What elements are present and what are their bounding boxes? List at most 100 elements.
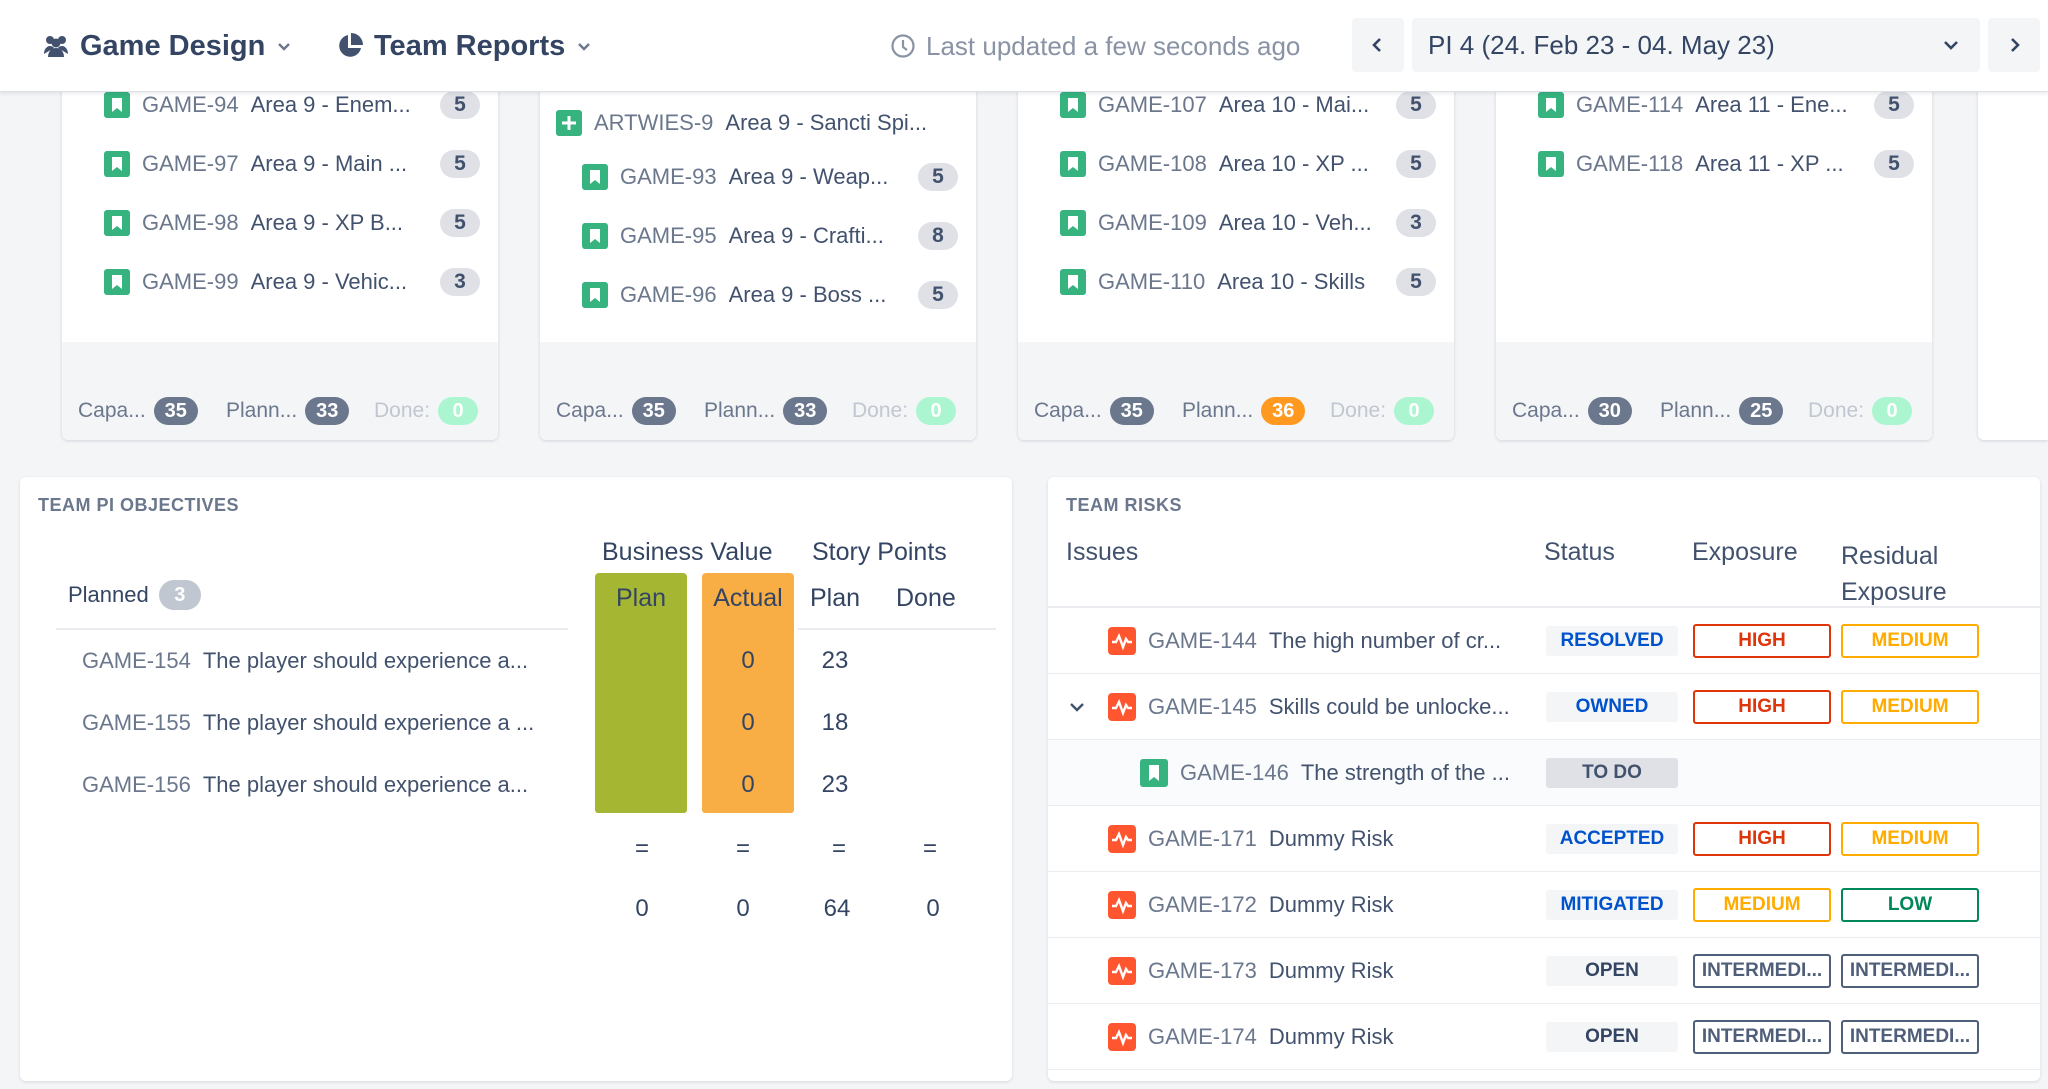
- exposure-lozenge: HIGH: [1693, 822, 1831, 856]
- story-points-badge: 5: [440, 91, 480, 119]
- capacity-label: Capa...: [1034, 399, 1102, 422]
- status-lozenge: TO DO: [1546, 758, 1678, 788]
- bv-actual-header: Actual: [713, 584, 783, 612]
- issue-card[interactable]: GAME-118 Area 11 - XP ...: [1538, 147, 1844, 181]
- equals-sign: =: [634, 835, 649, 862]
- issue-key: GAME-99: [142, 269, 239, 294]
- story-points-badge: 5: [1874, 91, 1914, 119]
- last-updated: Last updated a few seconds ago: [890, 0, 1300, 92]
- exposure-column-header: Exposure: [1692, 538, 1798, 566]
- planned-group[interactable]: Planned 3: [68, 580, 201, 610]
- issue-card[interactable]: GAME-110 Area 10 - Skills: [1060, 265, 1365, 299]
- issue-card[interactable]: GAME-93 Area 9 - Weap...: [582, 160, 888, 194]
- risk-row[interactable]: GAME-145 Skills could be unlocke... OWNE…: [1048, 674, 2040, 740]
- planned-label: Planned: [68, 582, 149, 607]
- residual-exposure-lozenge: LOW: [1841, 888, 1979, 922]
- story-points-badge: 5: [1396, 268, 1436, 296]
- issue-card[interactable]: GAME-96 Area 9 - Boss ...: [582, 278, 886, 312]
- residual-exposure-lozenge: MEDIUM: [1841, 822, 1979, 856]
- issue-card[interactable]: GAME-114 Area 11 - Ene...: [1538, 88, 1848, 122]
- objective-key: GAME-155: [82, 710, 191, 735]
- story-points-badge: 3: [1396, 209, 1436, 237]
- objective-row[interactable]: GAME-155 The player should experience a .…: [82, 710, 534, 736]
- risk-icon: [1108, 627, 1136, 655]
- issue-card[interactable]: GAME-94 Area 9 - Enem...: [104, 88, 411, 122]
- sp-plan-header: Plan: [810, 584, 861, 612]
- story-points-badge: 5: [1874, 150, 1914, 178]
- risk-icon: [1108, 957, 1136, 985]
- previous-pi-button[interactable]: [1352, 18, 1404, 72]
- story-icon: [104, 92, 130, 118]
- chevron-down-icon: [578, 43, 591, 51]
- chevron-down-icon: [1944, 41, 1958, 50]
- issue-key: GAME-93: [620, 164, 717, 189]
- linked-issue-row[interactable]: GAME-146 The strength of the ... TO DO: [1048, 740, 2040, 806]
- story-icon: [104, 151, 130, 177]
- issue-key: GAME-109: [1098, 210, 1207, 235]
- planned-count: 3: [158, 580, 201, 610]
- done-label: Done:: [374, 399, 431, 422]
- chevron-down-icon[interactable]: [1066, 696, 1088, 718]
- issue-key: GAME-146: [1180, 760, 1289, 785]
- risk-row[interactable]: GAME-173 Dummy Risk OPEN INTERMEDI... IN…: [1048, 938, 2040, 1004]
- risk-row[interactable]: GAME-171 Dummy Risk ACCEPTED HIGH MEDIUM: [1048, 806, 2040, 872]
- done-label: Done:: [1330, 399, 1387, 422]
- sprint-card: GAME-107 Area 10 - Mai... 5 GAME-108 Are…: [1018, 80, 1454, 440]
- objective-row[interactable]: GAME-156 The player should experience a..…: [82, 772, 528, 798]
- pi-select-value: PI 4 (24. Feb 23 - 04. May 23): [1428, 29, 1775, 60]
- objective-row[interactable]: GAME-154 The player should experience a..…: [82, 648, 528, 674]
- planned-stat: Plann... 33: [226, 396, 350, 426]
- sprint-card: GAME-114 Area 11 - Ene... 5 GAME-118 Are…: [1496, 80, 1932, 440]
- risk-row[interactable]: GAME-172 Dummy Risk MITIGATED MEDIUM LOW: [1048, 872, 2040, 938]
- planned-label: Plann...: [1660, 399, 1732, 422]
- sp-plan-value: 23: [821, 771, 849, 798]
- bv-actual-value: 0: [741, 647, 755, 674]
- planned-label: Plann...: [1182, 399, 1254, 422]
- equals-sign: =: [735, 835, 750, 862]
- capacity-count: 35: [631, 397, 676, 425]
- business-value-plan-column: [595, 573, 687, 813]
- issue-summary: Area 9 - Enem...: [250, 92, 411, 117]
- issue-card[interactable]: GAME-107 Area 10 - Mai...: [1060, 88, 1369, 122]
- capacity-label: Capa...: [556, 399, 624, 422]
- status-lozenge: OPEN: [1546, 1022, 1678, 1052]
- story-icon: [582, 282, 608, 308]
- risk-summary: Dummy Risk: [1268, 826, 1394, 851]
- residual-exposure-column-header: Residual Exposure: [1841, 542, 1947, 606]
- issue-key: GAME-98: [142, 210, 239, 235]
- epic-summary: Area 9 - Sancti Spi...: [725, 110, 928, 135]
- issue-summary: Area 11 - Ene...: [1695, 92, 1848, 117]
- done-count: 0: [1872, 397, 1913, 425]
- issue-card[interactable]: GAME-97 Area 9 - Main ...: [104, 147, 407, 181]
- issue-card[interactable]: GAME-99 Area 9 - Vehic...: [104, 265, 407, 299]
- pi-select[interactable]: PI 4 (24. Feb 23 - 04. May 23): [1412, 18, 1980, 72]
- story-points-badge: 5: [918, 281, 958, 309]
- residual-exposure-lozenge: INTERMEDI...: [1841, 1020, 1979, 1054]
- next-pi-button[interactable]: [1988, 18, 2040, 72]
- issue-card[interactable]: GAME-108 Area 10 - XP ...: [1060, 147, 1369, 181]
- issue-card[interactable]: GAME-109 Area 10 - Veh...: [1060, 206, 1372, 240]
- risk-row[interactable]: GAME-144 The high number of cr... RESOLV…: [1048, 608, 2040, 674]
- issues-column-header: Issues: [1066, 538, 1139, 566]
- reports-selector[interactable]: Team Reports: [336, 0, 593, 92]
- story-points-badge: 8: [918, 222, 958, 250]
- done-label: Done:: [852, 399, 909, 422]
- project-selector[interactable]: Game Design: [42, 0, 293, 92]
- project-label: Game Design: [80, 29, 266, 62]
- issue-card[interactable]: GAME-98 Area 9 - XP B...: [104, 206, 403, 240]
- planned-count: 25: [1739, 397, 1784, 425]
- story-points-badge: 5: [1396, 150, 1436, 178]
- issue-card[interactable]: GAME-95 Area 9 - Crafti...: [582, 219, 884, 253]
- residual-exposure-lozenge: MEDIUM: [1841, 624, 1979, 658]
- risk-row[interactable]: GAME-174 Dummy Risk OPEN INTERMEDI... IN…: [1048, 1004, 2040, 1070]
- epic-key: ARTWIES-9: [594, 110, 714, 135]
- issue-key: GAME-110: [1098, 269, 1206, 294]
- business-value-actual-column: [702, 573, 794, 813]
- issue-key: GAME-97: [142, 151, 239, 176]
- reports-label: Team Reports: [374, 29, 566, 62]
- epic-card[interactable]: ARTWIES-9 Area 9 - Sancti Spi...: [556, 106, 927, 140]
- done-stat: Done: 0: [1808, 396, 1913, 426]
- planned-label: Plann...: [226, 399, 298, 422]
- pie-chart-icon: [336, 32, 364, 60]
- issue-key: GAME-96: [620, 282, 717, 307]
